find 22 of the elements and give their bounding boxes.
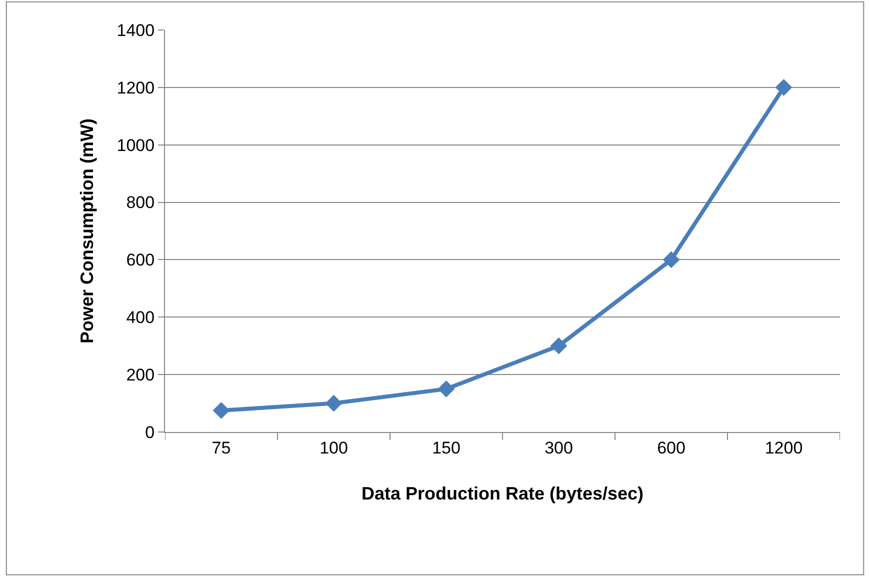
y-tick-label: 1000 [116, 136, 155, 155]
y-tick-label: 400 [126, 308, 155, 328]
y-tick-label: 800 [126, 193, 155, 212]
point [550, 337, 568, 354]
y-tick-label: 1200 [116, 78, 155, 98]
y-tick-label: 0 [145, 422, 155, 442]
point [212, 402, 230, 419]
x-tick-label: 1200 [764, 438, 803, 458]
x-tick-label: 600 [657, 438, 686, 458]
point [662, 251, 680, 268]
x-tick-label: 300 [544, 438, 573, 458]
point [775, 78, 792, 96]
y-tick-label: 200 [126, 366, 155, 385]
y-tick-label: 1400 [116, 20, 155, 40]
point [325, 394, 342, 412]
x-axis-title: Data Production Rate (bytes/sec) [361, 484, 644, 504]
point [438, 380, 455, 398]
y-tick-label: 600 [126, 250, 155, 270]
x-tick-label: 100 [320, 438, 348, 458]
y-axis-title: Power Consumption (mW) [76, 118, 97, 344]
x-tick-label: 75 [212, 438, 231, 458]
x-tick-label: 150 [432, 438, 460, 458]
